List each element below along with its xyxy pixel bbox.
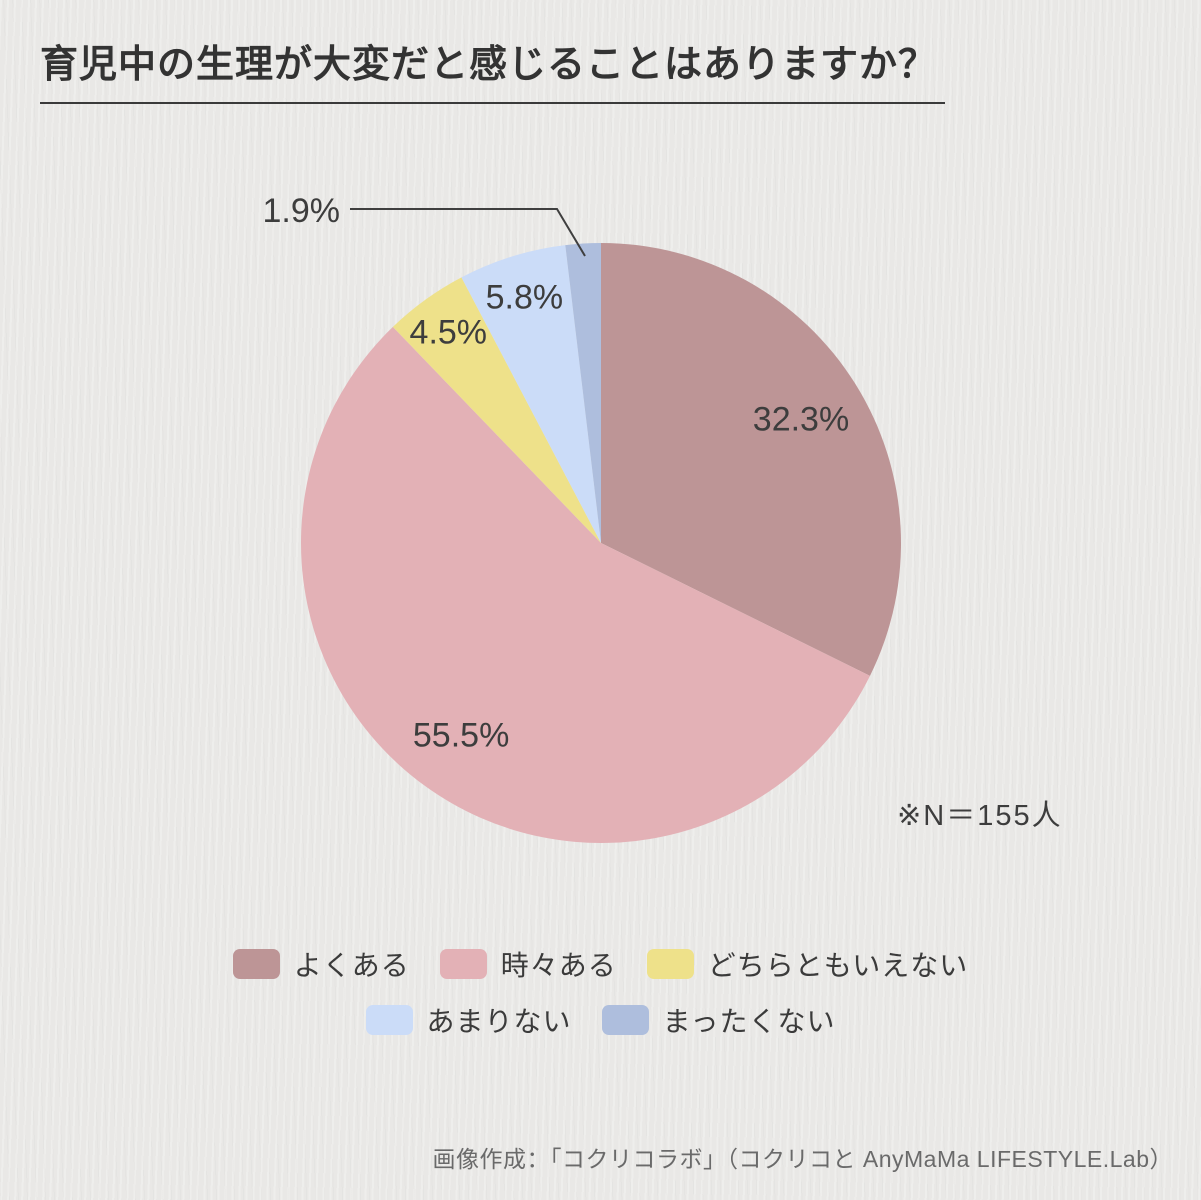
pie-slice-時々ある [300,326,870,843]
legend-item-どちらともいえない: どちらともいえない [646,944,969,984]
legend-item-よくある: よくある [232,944,410,984]
pie-slice-label: 55.5% [413,716,509,754]
legend-item-まったくない: まったくない [601,1000,836,1040]
legend-row: あまりない まったくない [365,1000,836,1040]
legend-row: よくある 時々ある どちらともいえない [232,944,969,984]
pie-slice-label: 4.5% [410,313,488,351]
page-title: 育児中の生理が大変だと感じることはありますか？ [40,44,938,86]
legend-label: 時々ある [500,950,617,981]
pie-slice-あまりない [461,245,601,543]
legend-label: よくある [293,950,410,981]
legend-label: まったくない [662,1006,836,1037]
pie-slice-label: 5.8% [486,279,564,317]
pie-slice-どちらともいえない [392,277,601,543]
title-underline: 育児中の生理が大変だと感じることはありますか？ [40,44,945,104]
pie-slice-label: 32.3% [753,401,849,439]
pie-slice-まったくない [565,243,601,543]
sample-size-note: ※N＝155人 [897,800,1063,832]
pie-slice-よくある [601,243,901,676]
legend-swatch [365,1005,413,1035]
legend-swatch [439,949,487,979]
credit-text: 画像作成：「コクリコラボ」（コクリコと AnyMaMa LIFESTYLE.La… [432,1146,1173,1172]
legend-label: どちらともいえない [707,950,969,981]
pie-label-leader-line [350,208,586,257]
legend-swatch [646,949,694,979]
legend-item-時々ある: 時々ある [439,944,617,984]
legend-swatch [232,949,280,979]
chart-legend: よくある 時々ある どちらともいえないあまりない まったくない [0,944,1201,1040]
legend-swatch [601,1005,649,1035]
legend-label: あまりない [426,1006,572,1037]
pie-slice-label-outside: 1.9% [263,192,341,230]
legend-item-あまりない: あまりない [365,1000,572,1040]
